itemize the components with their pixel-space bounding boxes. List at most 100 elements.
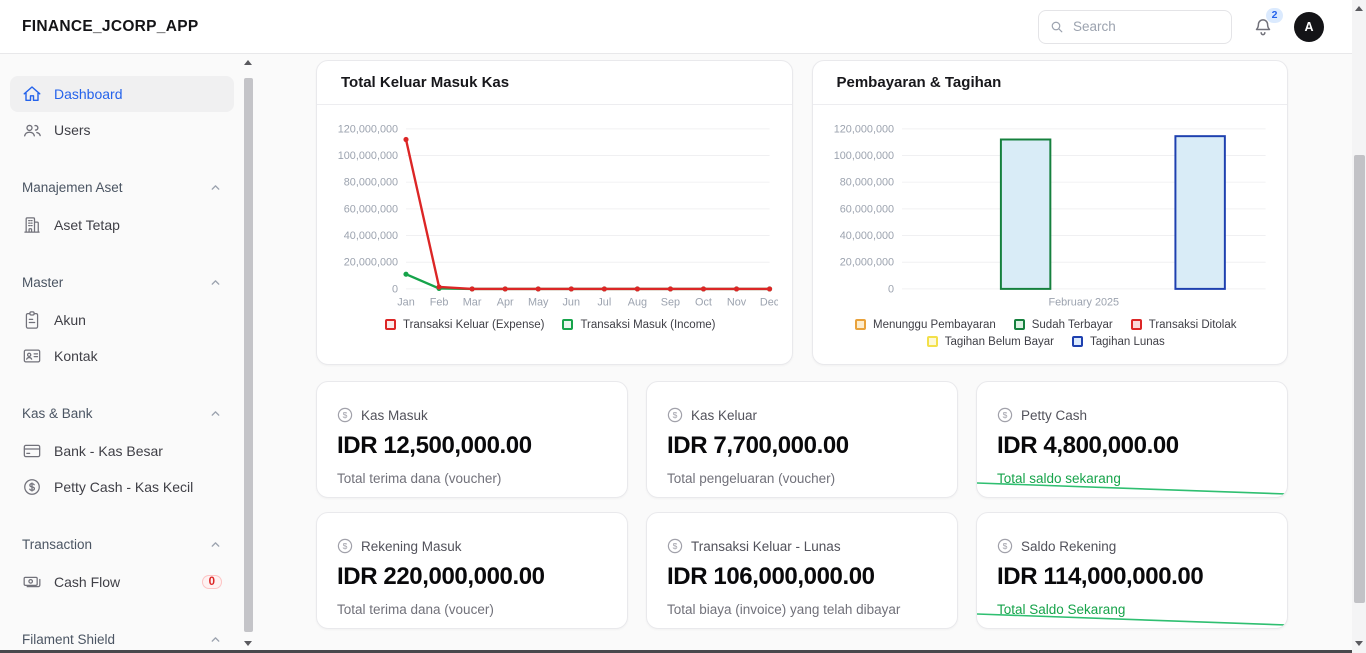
svg-text:$: $: [673, 410, 678, 420]
sidebar-item-akun[interactable]: Akun: [10, 302, 234, 338]
legend-item[interactable]: Transaksi Ditolak: [1130, 319, 1237, 331]
legend-item[interactable]: Menunggu Pembayaran: [854, 319, 996, 331]
legend-item[interactable]: Transaksi Keluar (Expense): [384, 319, 544, 331]
stat-subtitle: Total saldo sekarang: [997, 471, 1121, 486]
sidebar-item-label: Dashboard: [54, 86, 123, 102]
svg-text:Sep: Sep: [661, 297, 680, 309]
chevron-up-icon: [209, 633, 222, 646]
sidebar-item-petty-cash[interactable]: Petty Cash - Kas Kecil: [10, 469, 234, 505]
svg-text:$: $: [343, 410, 348, 420]
page-scrollbar-thumb[interactable]: [1353, 155, 1365, 603]
notifications-button[interactable]: 2: [1252, 7, 1283, 38]
sidebar-item-label: Petty Cash - Kas Kecil: [54, 479, 194, 495]
group-header-kas-bank[interactable]: Kas & Bank: [10, 403, 234, 423]
sidebar-scrollbar: [242, 54, 254, 650]
sidebar-item-users[interactable]: Users: [10, 112, 234, 148]
sidebar-group-transaction: Transaction Cash Flow 0: [10, 534, 234, 600]
svg-text:100,000,000: 100,000,000: [338, 150, 398, 162]
group-header-master[interactable]: Master: [10, 272, 234, 292]
sidebar-item-aset-tetap[interactable]: Aset Tetap: [10, 207, 234, 243]
chevron-up-icon: [209, 407, 222, 420]
sidebar-item-bank-kas-besar[interactable]: Bank - Kas Besar: [10, 433, 234, 469]
stat-card-petty-cash: $ Petty Cash IDR 4,800,000.00 Total sald…: [976, 381, 1288, 498]
legend-item[interactable]: Sudah Terbayar: [1013, 319, 1113, 331]
sidebar-item-cash-flow[interactable]: Cash Flow 0: [10, 564, 234, 600]
svg-text:0: 0: [888, 283, 894, 295]
group-header-manajemen-aset[interactable]: Manajemen Aset: [10, 177, 234, 197]
bell-icon: [1252, 16, 1274, 38]
clipboard-icon: [22, 310, 42, 330]
line-chart-svg: 0 20,000,000 40,000,000 60,000,000 80,000,00…: [338, 123, 778, 309]
svg-text:100,000,000: 100,000,000: [833, 150, 893, 162]
search-input[interactable]: [1073, 19, 1221, 34]
scroll-up-arrow-icon[interactable]: [244, 60, 252, 65]
group-label: Kas & Bank: [22, 405, 93, 421]
sidebar-item-dashboard[interactable]: Dashboard: [10, 76, 234, 112]
line-chart-header: Total Keluar Masuk Kas: [317, 61, 792, 105]
group-label: Master: [22, 274, 64, 290]
group-label: Manajemen Aset: [22, 179, 123, 195]
svg-text:Jul: Jul: [597, 297, 611, 309]
sidebar-group-manajemen-aset: Manajemen Aset Aset Tetap: [10, 177, 234, 243]
stat-subtitle: Total Saldo Sekarang: [997, 602, 1126, 617]
group-header-filament-shield[interactable]: Filament Shield: [10, 629, 234, 649]
dollar-circle-icon: [22, 477, 42, 497]
scroll-up-arrow-icon[interactable]: [1355, 6, 1363, 11]
stat-title: Saldo Rekening: [1021, 538, 1117, 554]
svg-text:Aug: Aug: [628, 297, 647, 309]
stat-subtitle: Total terima dana (voucher): [337, 471, 502, 486]
chevron-up-icon: [209, 181, 222, 194]
dollar-circle-icon: $: [997, 538, 1013, 554]
svg-text:80,000,000: 80,000,000: [344, 177, 398, 189]
group-header-transaction[interactable]: Transaction: [10, 534, 234, 554]
stat-card-rekening-masuk: $ Rekening Masuk IDR 220,000,000.00 Tota…: [316, 512, 628, 629]
scroll-down-arrow-icon[interactable]: [244, 641, 252, 646]
svg-text:120,000,000: 120,000,000: [338, 123, 398, 135]
legend-item[interactable]: Tagihan Lunas: [1072, 336, 1165, 348]
sidebar-item-label: Users: [54, 122, 91, 138]
chevron-up-icon: [209, 538, 222, 551]
legend-item[interactable]: Tagihan Belum Bayar: [926, 336, 1054, 348]
svg-text:Oct: Oct: [695, 297, 712, 309]
svg-text:60,000,000: 60,000,000: [344, 203, 398, 215]
bar-chart-header: Pembayaran & Tagihan: [812, 61, 1287, 105]
stat-card-kas-keluar: $ Kas Keluar IDR 7,700,000.00 Total peng…: [646, 381, 958, 498]
avatar[interactable]: A: [1294, 11, 1324, 42]
stat-value: IDR 220,000,000.00: [337, 563, 545, 590]
stat-value: IDR 114,000,000.00: [997, 563, 1204, 590]
id-card-icon: [22, 346, 42, 366]
legend-item[interactable]: Transaksi Masuk (Income): [562, 319, 716, 331]
svg-text:40,000,000: 40,000,000: [344, 230, 398, 242]
banknote-icon: [22, 572, 42, 592]
search-box: [1038, 9, 1232, 44]
stat-title: Transaksi Keluar - Lunas: [691, 538, 841, 554]
bar-chart-title: Pembayaran & Tagihan: [836, 74, 1002, 91]
stat-subtitle: Total terima dana (voucer): [337, 602, 494, 617]
scroll-down-arrow-icon[interactable]: [1355, 641, 1363, 646]
sidebar-item-label: Kontak: [54, 348, 98, 364]
sidebar-item-kontak[interactable]: Kontak: [10, 338, 234, 374]
line-chart-body: 0 20,000,000 40,000,000 60,000,000 80,000,00…: [317, 105, 792, 331]
svg-text:Apr: Apr: [497, 297, 514, 309]
line-chart-card: Total Keluar Masuk Kas 0 20,000,000 40,000…: [316, 60, 793, 365]
stat-title: Petty Cash: [1021, 407, 1088, 423]
sparkline-chart: [977, 608, 1287, 628]
svg-text:Jun: Jun: [563, 297, 581, 309]
stat-subtitle: Total biaya (invoice) yang telah dibayar: [667, 602, 901, 617]
stat-value: IDR 7,700,000.00: [667, 432, 849, 459]
cash-flow-count-badge: 0: [201, 575, 222, 589]
sidebar-scrollbar-thumb[interactable]: [244, 78, 253, 632]
svg-text:20,000,000: 20,000,000: [839, 257, 893, 269]
topbar: FINANCE_JCORP_APP 2 A: [0, 0, 1352, 54]
bar-chart-card: Pembayaran & Tagihan 0 20,000,000 40,000,0…: [811, 60, 1288, 365]
sparkline-chart: [977, 477, 1287, 497]
search-icon: [1049, 19, 1065, 35]
dollar-circle-icon: $: [337, 538, 353, 554]
main-content: Total Keluar Masuk Kas 0 20,000,000 40,000…: [258, 54, 1352, 653]
group-label: Transaction: [22, 536, 93, 552]
line-chart-title: Total Keluar Masuk Kas: [341, 74, 510, 91]
stat-title: Rekening Masuk: [361, 538, 462, 554]
stat-title: Kas Masuk: [361, 407, 428, 423]
svg-text:60,000,000: 60,000,000: [839, 203, 893, 215]
sidebar-item-label: Cash Flow: [54, 574, 121, 590]
